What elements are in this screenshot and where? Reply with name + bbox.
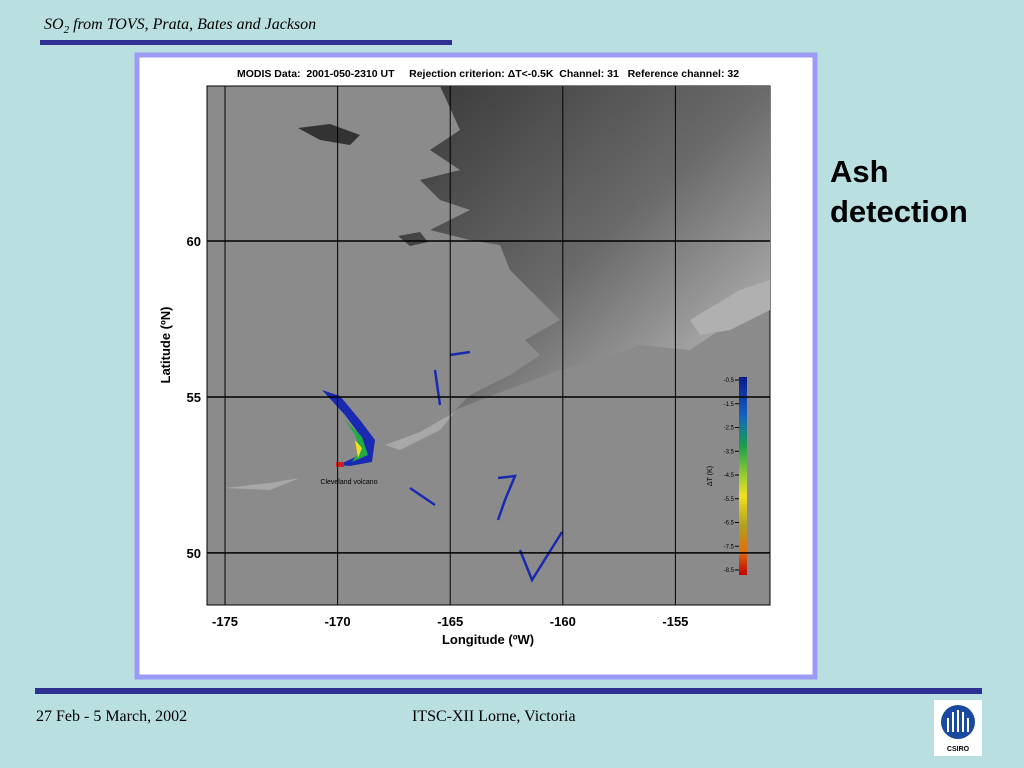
alaska-land xyxy=(420,86,770,410)
x-tick-label: -170 xyxy=(325,614,351,629)
colorbar-tick-label: -5.5 xyxy=(724,497,735,503)
colorbar-tick-label: -2.5 xyxy=(724,426,735,432)
islands xyxy=(690,280,770,335)
x-tick-label: -155 xyxy=(662,614,688,629)
x-tick-label: -160 xyxy=(550,614,576,629)
colorbar-label: ΔT (K) xyxy=(707,466,714,486)
nunivak-island xyxy=(398,232,428,246)
side-text: Ash detection xyxy=(830,152,968,232)
y-tick-label: 50 xyxy=(187,546,201,561)
footer-date: 27 Feb - 5 March, 2002 xyxy=(36,708,188,725)
title-subscript: 2 xyxy=(63,24,70,37)
y-tick-label: 55 xyxy=(187,390,201,405)
y-tick-label: 60 xyxy=(187,234,201,249)
scattered-detections xyxy=(409,350,564,583)
x-tick-label: -175 xyxy=(212,614,238,629)
side-line: Ash xyxy=(830,154,889,189)
slide-title: SO2 from TOVS, Prata, Bates and Jackson xyxy=(44,16,316,36)
title-part: from TOVS, Prata, Bates and Jackson xyxy=(69,16,317,33)
logo-text: CSIRO xyxy=(947,746,970,753)
colorbar-tick-label: -7.5 xyxy=(724,544,735,550)
colorbar-tick-label: -3.5 xyxy=(724,449,735,455)
colorbar-tick-label: -4.5 xyxy=(724,473,735,479)
csiro-logo: CSIRO xyxy=(934,700,982,756)
footer-rule xyxy=(35,688,982,694)
colorbar-tick-label: -8.5 xyxy=(724,568,735,574)
ash-plume-peak xyxy=(355,440,362,458)
colorbar-tick-label: -0.5 xyxy=(724,378,735,384)
ash-plume-core xyxy=(345,420,368,462)
st-lawrence-island xyxy=(298,124,360,145)
colorbar-tick-label: -1.5 xyxy=(724,402,735,408)
volcano-marker xyxy=(336,462,344,467)
title-part: SO xyxy=(44,16,64,33)
logo-lines xyxy=(947,710,969,732)
figure-title: MODIS Data: 2001-050-2310 UT Rejection c… xyxy=(237,68,739,80)
volcano-label: Cleveland volcano xyxy=(320,479,377,486)
header-rule xyxy=(40,40,452,45)
colorbar-tick-label: -6.5 xyxy=(724,521,735,527)
colorbar xyxy=(739,377,747,575)
x-axis-label: Longitude (ºW) xyxy=(442,632,534,647)
x-tick-label: -165 xyxy=(437,614,463,629)
footer-event: ITSC-XII Lorne, Victoria xyxy=(412,708,576,725)
side-line: detection xyxy=(830,194,968,229)
y-axis-label: Latitude (ºN) xyxy=(158,307,173,384)
